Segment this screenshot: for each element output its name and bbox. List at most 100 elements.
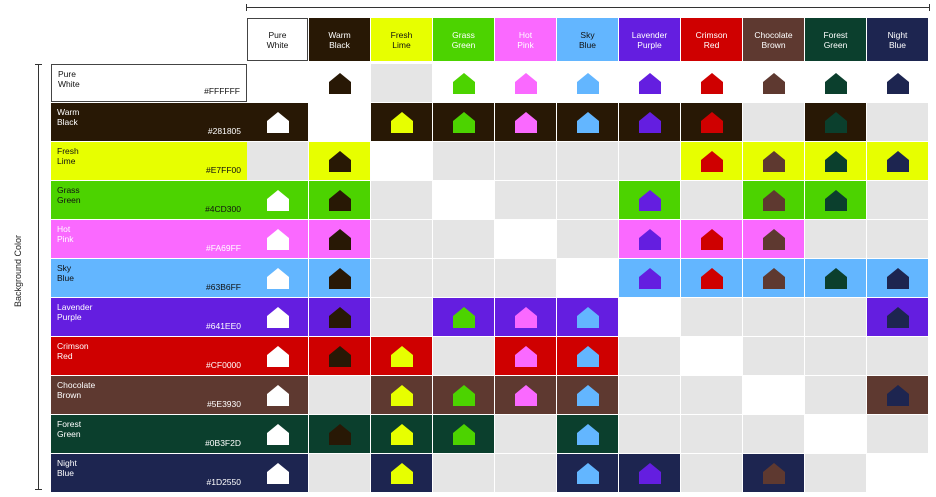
house-icon <box>453 424 475 445</box>
matrix-cell-compatible <box>557 376 618 414</box>
row-header-lavender-purple: Lavender Purple #641EE0 <box>51 298 247 336</box>
matrix-cell-same-color <box>867 454 928 492</box>
matrix-cell-compatible <box>495 376 556 414</box>
matrix-cell-incompatible <box>309 454 370 492</box>
house-icon <box>639 190 661 211</box>
matrix-cell-incompatible <box>681 415 742 453</box>
row-header-forest-green: Forest Green #0B3F2D <box>51 415 247 453</box>
column-header-fresh-lime: Fresh Lime <box>371 18 432 61</box>
x-axis-bracket-left <box>246 4 247 11</box>
house-icon <box>887 307 909 328</box>
house-icon <box>577 307 599 328</box>
matrix-cell-incompatible <box>743 337 804 375</box>
house-icon <box>391 112 413 133</box>
house-icon <box>577 424 599 445</box>
matrix-cell-compatible <box>247 337 308 375</box>
matrix-cell-compatible <box>433 415 494 453</box>
house-icon <box>267 463 289 484</box>
matrix-cell-same-color <box>619 298 680 336</box>
house-icon <box>763 151 785 172</box>
matrix-cell-compatible <box>867 259 928 297</box>
matrix-cell-incompatible <box>495 259 556 297</box>
x-axis-bracket-right <box>929 4 930 11</box>
house-icon <box>267 385 289 406</box>
matrix-cell-compatible <box>743 220 804 258</box>
house-icon <box>825 112 847 133</box>
matrix-cell-incompatible <box>681 181 742 219</box>
matrix-cell-compatible <box>681 259 742 297</box>
row-hex-code: #FA69FF <box>206 243 241 253</box>
matrix-cell-incompatible <box>619 415 680 453</box>
row-header-hot-pink: Hot Pink #FA69FF <box>51 220 247 258</box>
house-icon <box>887 73 909 94</box>
house-icon <box>763 190 785 211</box>
house-icon <box>329 346 351 367</box>
house-icon <box>515 112 537 133</box>
matrix-cell-compatible <box>681 220 742 258</box>
row-header-pure-white: Pure White #FFFFFF <box>51 64 247 102</box>
matrix-cell-compatible <box>371 103 432 141</box>
house-icon <box>267 112 289 133</box>
matrix-cell-same-color <box>309 103 370 141</box>
row-hex-code: #E7FF00 <box>206 165 241 175</box>
matrix-cell-compatible <box>247 220 308 258</box>
house-icon <box>701 229 723 250</box>
matrix-cell-compatible <box>371 454 432 492</box>
house-icon <box>577 385 599 406</box>
matrix-cell-incompatible <box>371 181 432 219</box>
house-icon <box>639 112 661 133</box>
matrix-cell-incompatible <box>309 376 370 414</box>
matrix-cell-incompatible <box>557 142 618 180</box>
row-color-name: Fresh Lime <box>57 146 79 166</box>
row-color-name: Crimson Red <box>57 341 89 361</box>
house-icon <box>453 73 475 94</box>
matrix-cell-compatible <box>247 415 308 453</box>
row-header-warm-black: Warm Black #281805 <box>51 103 247 141</box>
matrix-cell-same-color <box>247 64 308 102</box>
house-icon <box>577 346 599 367</box>
matrix-cell-compatible <box>681 64 742 102</box>
matrix-cell-incompatible <box>867 103 928 141</box>
house-icon <box>267 229 289 250</box>
matrix-cell-compatible <box>805 64 866 102</box>
matrix-cell-compatible <box>309 64 370 102</box>
row-color-name: Warm Black <box>57 107 80 127</box>
matrix-cell-compatible <box>309 142 370 180</box>
house-icon <box>515 73 537 94</box>
house-icon <box>391 463 413 484</box>
matrix-cell-compatible <box>867 298 928 336</box>
matrix-cell-compatible <box>557 103 618 141</box>
house-icon <box>391 346 413 367</box>
matrix-cell-compatible <box>681 142 742 180</box>
matrix-cell-incompatible <box>805 454 866 492</box>
house-icon <box>329 73 351 94</box>
row-header-fresh-lime: Fresh Lime #E7FF00 <box>51 142 247 180</box>
house-icon <box>639 463 661 484</box>
row-hex-code: #641EE0 <box>206 321 241 331</box>
matrix-cell-compatible <box>557 337 618 375</box>
matrix-cell-compatible <box>619 64 680 102</box>
row-color-name: Chocolate Brown <box>57 380 96 400</box>
matrix-cell-same-color <box>805 415 866 453</box>
matrix-cell-compatible <box>433 376 494 414</box>
matrix-cell-incompatible <box>495 415 556 453</box>
matrix-cell-incompatible <box>619 142 680 180</box>
matrix-cell-compatible <box>371 415 432 453</box>
column-header-sky-blue: Sky Blue <box>557 18 618 61</box>
house-icon <box>577 463 599 484</box>
house-icon <box>267 346 289 367</box>
matrix-cell-incompatible <box>681 454 742 492</box>
row-hex-code: #281805 <box>207 126 241 136</box>
row-header-grass-green: Grass Green #4CD300 <box>51 181 247 219</box>
matrix-cell-compatible <box>495 337 556 375</box>
matrix-cell-incompatible <box>371 220 432 258</box>
matrix-cell-compatible <box>743 142 804 180</box>
house-icon <box>453 385 475 406</box>
matrix-cell-compatible <box>557 298 618 336</box>
house-icon <box>515 307 537 328</box>
matrix-cell-compatible <box>619 454 680 492</box>
house-icon <box>267 307 289 328</box>
matrix-cell-compatible <box>495 103 556 141</box>
house-icon <box>267 190 289 211</box>
matrix-cell-compatible <box>247 376 308 414</box>
